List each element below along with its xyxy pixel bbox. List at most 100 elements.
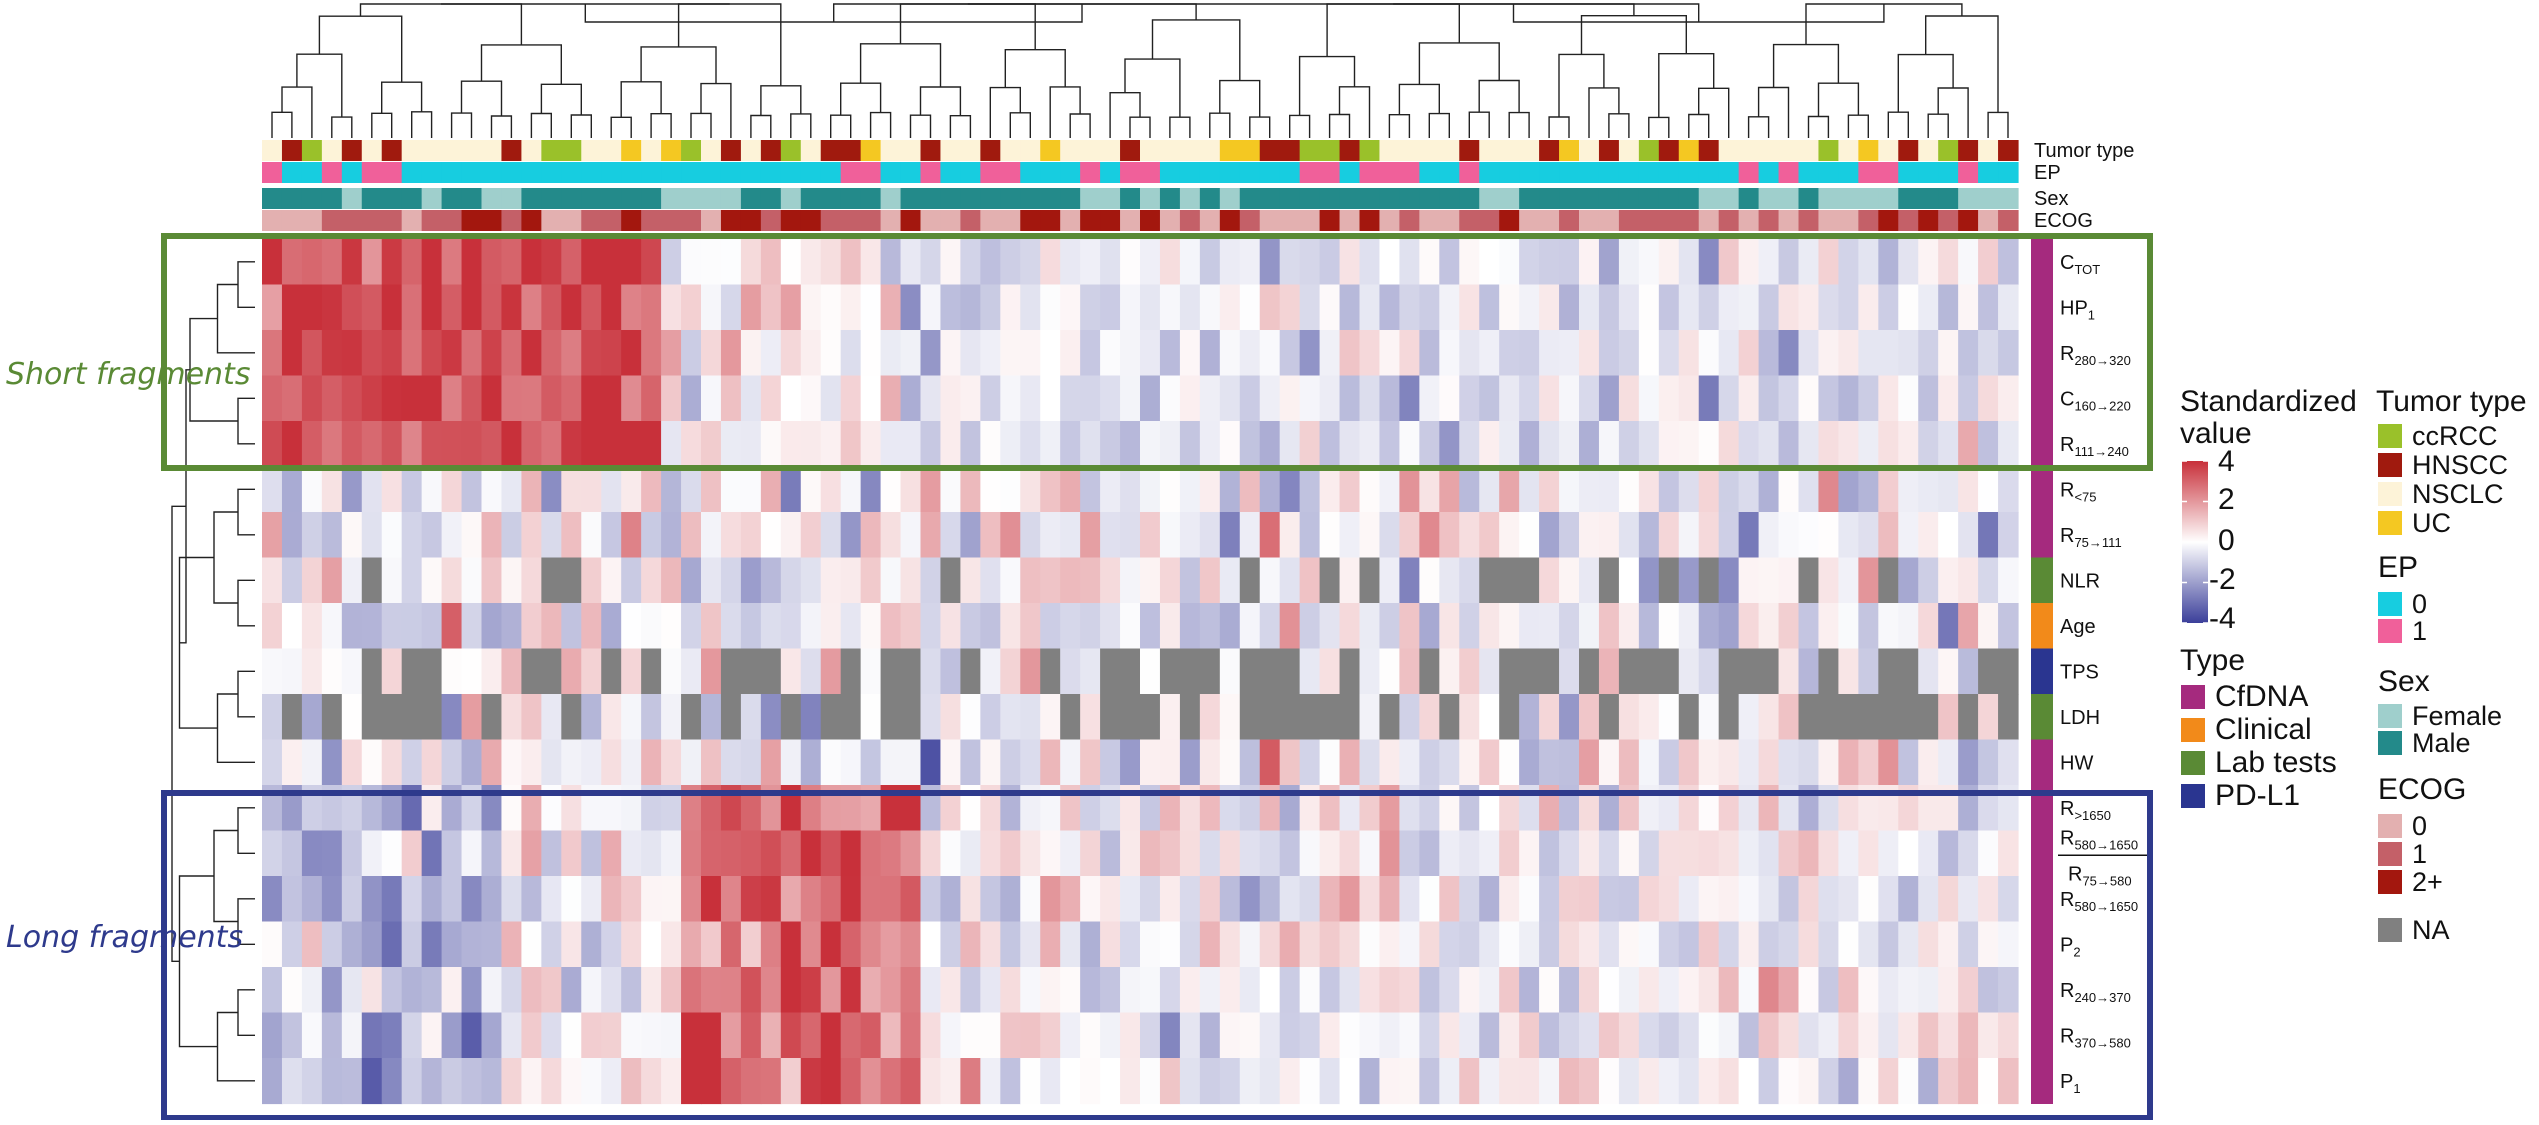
heatmap-cell <box>701 830 722 877</box>
heatmap-cell <box>1998 557 2019 604</box>
heatmap-cell <box>940 830 961 877</box>
heatmap-cell <box>481 921 503 968</box>
heatmap-cell <box>740 739 762 786</box>
heatmap-cell <box>1219 1058 1241 1105</box>
heatmap-cell <box>1579 1012 1600 1059</box>
heatmap-cell <box>401 557 423 604</box>
sex-cell <box>1399 188 1420 209</box>
dendrogram-branch <box>1925 15 1999 113</box>
heatmap-cell <box>601 421 622 468</box>
heatmap-cell <box>880 785 902 832</box>
heatmap-cell <box>661 1058 682 1105</box>
heatmap-cell <box>1798 375 1820 422</box>
heatmap-cell <box>940 739 961 786</box>
heatmap-cell <box>1598 375 1620 422</box>
row-type-cell <box>2031 603 2053 649</box>
dendrogram-branch <box>1508 111 1530 138</box>
heatmap-cell <box>1898 785 1919 832</box>
heatmap-cell <box>840 739 862 786</box>
tumor-type-cell <box>1100 140 1121 161</box>
heatmap-cell <box>1818 648 1839 695</box>
heatmap-cell <box>1359 421 1381 468</box>
heatmap-cell <box>1279 557 1301 604</box>
heatmap-cell <box>880 466 902 513</box>
dendrogram-branch <box>1608 113 1630 138</box>
heatmap-cell <box>1499 330 1520 377</box>
tumor-type-cell <box>1998 140 2019 161</box>
heatmap-cell <box>840 375 862 422</box>
heatmap-cell <box>1618 967 1640 1014</box>
heatmap-cell <box>1459 1058 1480 1105</box>
heatmap-cell <box>760 239 782 286</box>
ep-cell <box>1898 162 1919 183</box>
heatmap-cell <box>880 876 902 923</box>
heatmap-cell <box>1738 1058 1760 1105</box>
heatmap-cell <box>601 512 622 559</box>
heatmap-cell <box>940 921 961 968</box>
heatmap-cell <box>1379 421 1400 468</box>
heatmap-cell <box>800 466 822 513</box>
heatmap-cell <box>1459 512 1480 559</box>
heatmap-cell <box>1299 375 1321 422</box>
heatmap-cell <box>1778 1012 1800 1059</box>
heatmap-cell <box>1618 239 1640 286</box>
heatmap-cell <box>1319 739 1341 786</box>
ecog-cell <box>860 210 882 231</box>
ep-legend-title: EP <box>2378 551 2419 584</box>
heatmap-cell <box>521 967 542 1014</box>
heatmap-cell <box>1499 830 1520 877</box>
ep-cell <box>1100 162 1121 183</box>
heatmap-cell <box>1579 466 1600 513</box>
heatmap-cell <box>860 421 882 468</box>
heatmap-cell <box>1778 330 1800 377</box>
heatmap-cell <box>1339 1012 1361 1059</box>
heatmap-cell <box>740 421 762 468</box>
heatmap-cell <box>880 1058 902 1105</box>
heatmap-cell <box>760 466 782 513</box>
heatmap-cell <box>281 284 303 331</box>
heatmap-cell <box>1519 330 1540 377</box>
heatmap-cell <box>1539 648 1560 695</box>
heatmap-cell <box>1658 694 1680 741</box>
sex-cell <box>1878 188 1899 209</box>
sex-cell <box>401 188 423 209</box>
ecog-cell <box>880 210 902 231</box>
heatmap-cell <box>401 421 423 468</box>
heatmap-cell <box>1399 1012 1420 1059</box>
heatmap-cell <box>800 375 822 422</box>
legend-swatch <box>2378 592 2402 616</box>
heatmap-cell <box>1618 512 1640 559</box>
sex-cell <box>281 188 303 209</box>
heatmap-cell <box>1120 694 1141 741</box>
heatmap-cell <box>361 785 383 832</box>
heatmap-cell <box>1319 830 1341 877</box>
row-type-cell <box>2031 375 2053 422</box>
heatmap-cell <box>1000 239 1021 286</box>
heatmap-cell <box>920 421 942 468</box>
heatmap-cell <box>1419 921 1440 968</box>
heatmap-cell <box>1419 967 1440 1014</box>
heatmap-cell <box>701 603 722 650</box>
heatmap-cell <box>1319 967 1341 1014</box>
heatmap-cell <box>860 375 882 422</box>
heatmap-cell <box>1598 330 1620 377</box>
legend-item-lab-tests: Lab tests <box>2181 748 2337 778</box>
tumor-type-cell <box>1259 140 1281 161</box>
heatmap-cell <box>1060 694 1081 741</box>
heatmap-cell <box>262 284 283 331</box>
heatmap-cell <box>501 694 522 741</box>
heatmap-cell <box>1419 284 1440 331</box>
legend-swatch <box>2181 751 2205 775</box>
heatmap-cell <box>1778 830 1800 877</box>
heatmap-cell <box>1399 739 1420 786</box>
heatmap-cell <box>1838 421 1859 468</box>
heatmap-cell <box>281 466 303 513</box>
sex-cell <box>621 188 642 209</box>
heatmap-cell <box>720 921 742 968</box>
heatmap-cell <box>262 967 283 1014</box>
heatmap-cell <box>840 1058 862 1105</box>
heatmap-cell <box>1179 830 1201 877</box>
heatmap-cell <box>900 1012 922 1059</box>
ep-cell <box>720 162 742 183</box>
heatmap-cell <box>561 375 582 422</box>
